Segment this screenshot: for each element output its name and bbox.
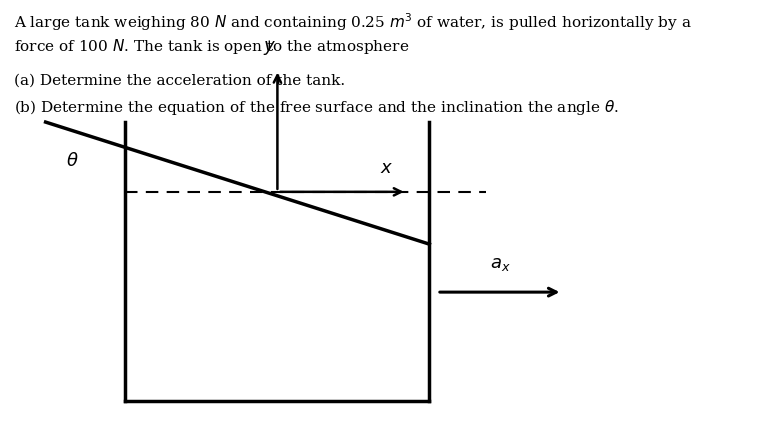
Text: force of 100 $N$. The tank is open to the atmosphere: force of 100 $N$. The tank is open to th… (14, 37, 409, 56)
Text: $y$: $y$ (263, 39, 277, 57)
Text: (b) Determine the equation of the free surface and the inclination the angle $\t: (b) Determine the equation of the free s… (14, 98, 619, 117)
Text: (a) Determine the acceleration of the tank.: (a) Determine the acceleration of the ta… (14, 74, 345, 88)
Text: $\theta$: $\theta$ (66, 152, 78, 170)
Text: A large tank weighing 80 $N$ and containing 0.25 $m^3$ of water, is pulled horiz: A large tank weighing 80 $N$ and contain… (14, 11, 692, 33)
Text: $a_x$: $a_x$ (490, 255, 511, 273)
Text: $x$: $x$ (380, 159, 393, 177)
